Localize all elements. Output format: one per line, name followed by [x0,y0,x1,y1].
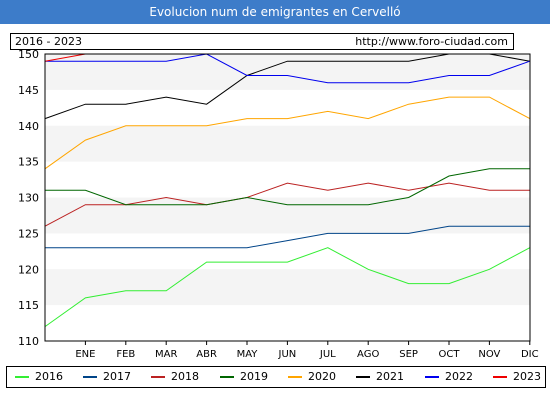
x-tick-label: FEB [116,349,135,360]
series-line-2022 [45,53,530,84]
legend-label: 2016 [35,370,63,383]
x-tick-label: MAY [237,349,259,360]
legend-label: 2022 [445,370,473,383]
series-line-2019 [45,168,530,206]
x-tick-label: SEP [399,349,418,360]
grid-band [45,197,530,234]
y-tick-label: 115 [18,299,39,312]
y-tick-label: 135 [18,156,39,169]
legend-label: 2023 [513,370,541,383]
legend-swatch [493,376,507,378]
y-tick-label: 150 [18,48,39,61]
y-tick-label: 125 [18,227,39,240]
y-tick-label: 130 [18,192,39,205]
legend-label: 2017 [103,370,131,383]
legend-label: 2018 [171,370,199,383]
legend-swatch [151,376,165,378]
legend-swatch [15,376,29,378]
y-tick-label: 140 [18,120,39,133]
legend-swatch [83,376,97,378]
legend: 2016 2017 2018 2019 2020 2021 2022 2023 [6,366,546,388]
x-tick-label: ABR [196,349,217,360]
info-bar: 2016 - 2023 http://www.foro-ciudad.com [10,33,514,50]
grid-band [45,54,530,90]
x-tick-label: JUN [278,349,297,360]
legend-label: 2020 [308,370,336,383]
x-tick-label: OCT [439,349,461,360]
x-tick-label: JUL [319,349,336,360]
series-line-2017 [45,225,530,249]
source-url: http://www.foro-ciudad.com [355,35,508,48]
x-tick-label: MAR [155,349,177,360]
x-tick-label: AGO [357,349,379,360]
series-line-2020 [44,96,531,170]
legend-label: 2019 [240,370,268,383]
plot-frame [44,53,531,342]
x-tick-label: ENE [75,349,95,360]
legend-label: 2021 [376,370,404,383]
series-line-2016 [44,247,531,328]
y-tick-label: 110 [18,335,39,348]
chart-title: Evolucion num de emigrantes en Cervelló [0,0,550,24]
x-tick-label: DIC [521,349,539,360]
y-tick-label: 120 [18,263,39,276]
y-tick-label: 145 [18,84,39,97]
legend-swatch [220,376,234,378]
grid-band [45,125,530,162]
series-line-2023 [44,53,86,62]
period-label: 2016 - 2023 [15,35,82,48]
legend-swatch [356,376,370,378]
x-tick-label: NOV [478,349,500,360]
grid-band [45,269,530,306]
legend-swatch [425,376,439,378]
legend-swatch [288,376,302,378]
